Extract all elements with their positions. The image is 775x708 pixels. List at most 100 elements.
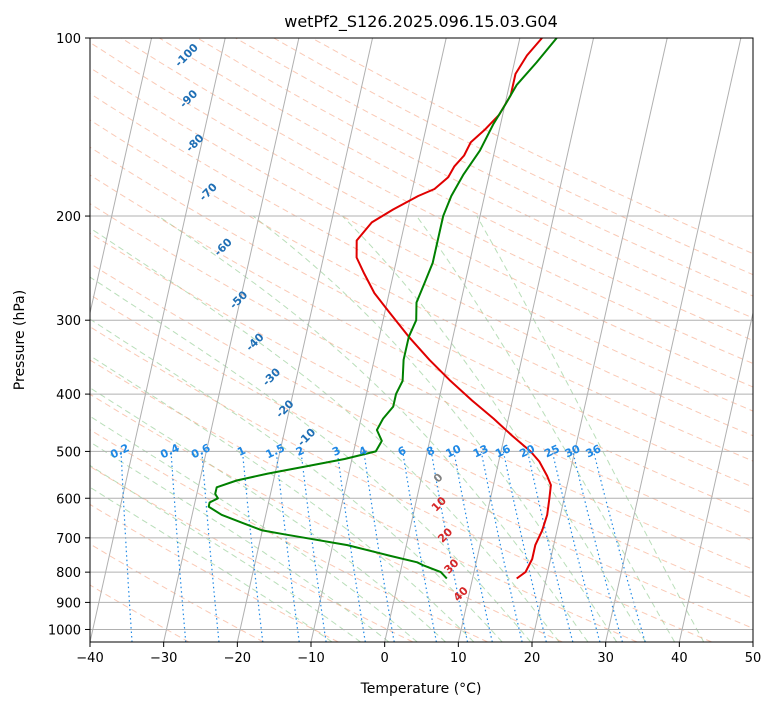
isotherm-line — [236, 38, 374, 642]
dry-adiabat-line — [90, 429, 488, 642]
y-tick-label: 700 — [56, 532, 81, 547]
mixing-ratio-label: 36 — [584, 442, 604, 460]
moist-adiabat-label: 30 — [442, 556, 462, 576]
dewpoint-line — [207, 38, 558, 580]
mixing-ratio-line — [430, 451, 469, 642]
isotherm-line — [752, 639, 753, 642]
dry-adiabat-line — [90, 465, 414, 642]
x-tick-label: 0 — [381, 651, 389, 666]
dry-adiabat-line — [90, 359, 638, 642]
dry-adiabat-line — [90, 203, 753, 542]
y-tick-label: 600 — [56, 492, 81, 507]
y-tick-label: 1000 — [48, 623, 81, 638]
dry-adiabat-line — [90, 503, 339, 642]
moist-adiabat-line — [252, 215, 618, 642]
moist-adiabat-line — [416, 215, 676, 642]
y-tick-label: 900 — [56, 596, 81, 611]
mixing-ratio-label: 16 — [493, 442, 513, 460]
mixing-ratio-line — [593, 451, 646, 642]
mixing-ratio-label: 25 — [542, 442, 561, 460]
moist-adiabat-label: 20 — [435, 525, 455, 545]
dry-adiabat-line — [90, 393, 563, 642]
y-tick-label: 500 — [56, 445, 81, 460]
y-tick-label: 800 — [56, 566, 81, 581]
x-axis-title: Temperature (°C) — [360, 681, 482, 697]
dry-adiabat-line — [90, 67, 753, 412]
x-tick-label: 20 — [524, 651, 541, 666]
mixing-ratio-label: 1.5 — [264, 441, 287, 461]
moist-adiabat-line — [90, 387, 446, 642]
moist-adiabat-label: 40 — [451, 584, 471, 604]
x-tick-label: −30 — [150, 651, 177, 666]
dry-adiabat-line — [120, 38, 753, 365]
mixing-ratio-label: 20 — [518, 442, 538, 460]
dry-adiabat-label: -70 — [197, 180, 220, 203]
mixing-ratio-line — [480, 451, 523, 642]
moist-adiabat-line — [90, 355, 475, 642]
dry-adiabat-line — [311, 38, 753, 255]
x-tick-label: 50 — [745, 651, 762, 666]
moist-adiabat-line — [90, 227, 560, 642]
dry-adiabat-line — [90, 41, 753, 388]
moist-adiabat-line — [158, 215, 589, 642]
mixing-ratio-line — [275, 451, 300, 642]
dry-adiabat-line — [90, 262, 753, 599]
dry-adiabat-label: -90 — [177, 87, 200, 110]
dry-adiabat-line — [90, 146, 753, 488]
mixing-ratio-label: 13 — [471, 442, 490, 460]
mixing-ratio-line — [453, 451, 493, 642]
dry-adiabat-line — [90, 584, 190, 642]
dry-adiabat-line — [90, 174, 753, 515]
isotherm-line — [163, 38, 300, 642]
x-tick-label: 30 — [597, 651, 614, 666]
mixing-ratio-line — [201, 451, 220, 642]
dry-adiabat-line — [159, 38, 753, 342]
isotherm-line — [457, 38, 595, 642]
mixing-ratio-line — [241, 451, 264, 642]
mixing-ratio-label: 30 — [563, 442, 583, 460]
y-tick-label: 300 — [56, 314, 81, 329]
temperature-line — [355, 38, 552, 580]
mixing-ratio-line — [502, 451, 547, 642]
dry-adiabat-label: -50 — [227, 288, 250, 311]
mixing-ratio-line — [402, 451, 437, 642]
isotherm-line — [605, 38, 742, 642]
isotherm-line — [0, 38, 4, 642]
y-tick-label: 100 — [56, 32, 81, 47]
moist-adiabat-label: 10 — [429, 494, 449, 514]
isotherm-line — [678, 310, 753, 642]
isotherm-line — [310, 38, 447, 642]
dry-adiabat-line — [235, 38, 753, 297]
dry-adiabat-label: -100 — [172, 41, 201, 70]
x-tick-label: 40 — [671, 651, 688, 666]
y-tick-label: 400 — [56, 388, 81, 403]
mixing-ratio-line — [170, 451, 187, 642]
mixing-ratio-line — [336, 451, 366, 642]
dry-adiabat-line — [90, 119, 753, 462]
plot-frame — [89, 37, 754, 643]
dry-adiabat-label: -30 — [260, 365, 283, 388]
mixing-ratio-label: 0.2 — [108, 441, 131, 461]
isotherm-line — [90, 38, 153, 316]
x-tick-label: −10 — [297, 651, 324, 666]
x-tick-label: −40 — [76, 651, 103, 666]
isotherm-line — [90, 38, 226, 642]
moist-adiabat-label: 0 — [431, 471, 446, 486]
moist-adiabat-line — [90, 464, 361, 642]
mixing-ratio-line — [551, 451, 601, 642]
isotherm-line — [531, 38, 668, 642]
y-tick-label: 200 — [56, 210, 81, 225]
chart-title: wetPf2_S126.2025.096.15.03.G04 — [284, 12, 558, 32]
dry-adiabat-line — [90, 232, 753, 570]
mixing-ratio-line — [120, 451, 133, 642]
moist-adiabat-line — [90, 276, 532, 642]
mixing-ratio-label: 0.6 — [189, 441, 212, 461]
plot-area — [0, 38, 753, 642]
mixing-ratio-line — [363, 451, 395, 642]
x-tick-label: −20 — [224, 651, 251, 666]
mixing-ratio-label: 10 — [444, 442, 464, 460]
mixing-ratio-line — [300, 451, 327, 642]
dry-adiabat-line — [90, 294, 753, 629]
y-axis-title: Pressure (hPa) — [12, 290, 28, 390]
